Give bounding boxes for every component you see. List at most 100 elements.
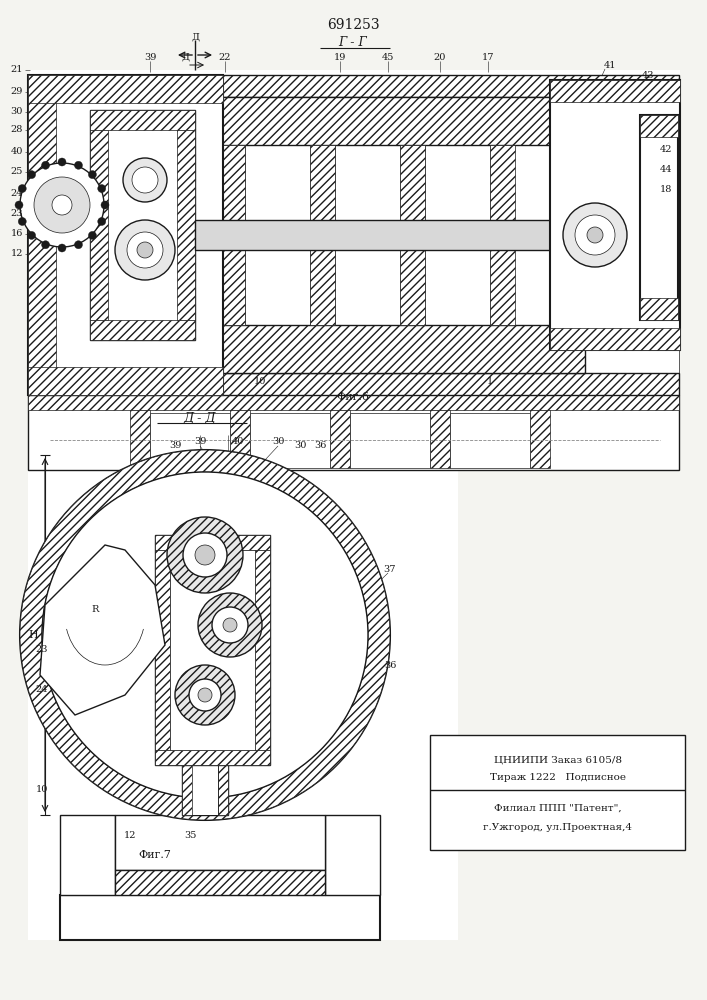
Bar	[90, 110, 195, 130]
Bar	[150, 413, 230, 468]
Circle shape	[223, 618, 237, 632]
Text: 12: 12	[124, 830, 136, 840]
Bar	[170, 550, 255, 750]
Text: 37: 37	[384, 566, 396, 574]
Bar	[60, 815, 115, 895]
Circle shape	[189, 679, 221, 711]
Text: 29: 29	[11, 88, 23, 97]
Text: 44: 44	[660, 165, 672, 174]
Circle shape	[18, 185, 26, 193]
Text: 28: 28	[11, 125, 23, 134]
Circle shape	[74, 161, 83, 169]
Bar	[245, 145, 310, 325]
Bar	[28, 395, 679, 410]
Bar	[310, 145, 335, 325]
Bar	[90, 320, 195, 340]
Text: 36: 36	[314, 440, 326, 450]
Bar	[325, 815, 380, 895]
Bar	[28, 395, 679, 470]
Text: 17: 17	[481, 52, 494, 62]
Circle shape	[28, 231, 35, 239]
Text: 42: 42	[660, 145, 672, 154]
Circle shape	[74, 241, 83, 249]
Circle shape	[123, 158, 167, 202]
Text: Тираж 1222   Подписное: Тираж 1222 Подписное	[489, 774, 626, 782]
Bar	[130, 410, 150, 468]
Text: Д: Д	[182, 52, 190, 62]
Bar	[28, 373, 679, 395]
Circle shape	[101, 201, 109, 209]
Text: 36: 36	[384, 660, 396, 670]
Circle shape	[98, 185, 106, 193]
Bar	[335, 145, 400, 325]
Bar	[220, 145, 245, 325]
Text: 43: 43	[642, 70, 654, 80]
Text: H: H	[28, 630, 38, 640]
Text: г.Ужгород, ул.Проектная,4: г.Ужгород, ул.Проектная,4	[483, 824, 632, 832]
Circle shape	[115, 220, 175, 280]
Bar	[155, 750, 270, 765]
Text: Филиал ППП "Патент",: Филиал ППП "Патент",	[493, 804, 621, 812]
Bar	[530, 410, 550, 468]
Bar	[218, 605, 228, 815]
Circle shape	[212, 607, 248, 643]
Text: Д: Д	[191, 32, 199, 41]
Bar	[195, 97, 585, 145]
Bar	[400, 145, 425, 325]
Bar	[430, 735, 685, 850]
Text: 35: 35	[184, 830, 196, 840]
Bar	[30, 70, 680, 470]
Circle shape	[587, 227, 603, 243]
Text: Д - Д: Д - Д	[184, 412, 216, 424]
Bar	[640, 298, 678, 320]
Text: 40: 40	[11, 147, 23, 156]
Bar	[250, 413, 330, 468]
Text: 19: 19	[334, 52, 346, 62]
Bar	[490, 145, 515, 325]
Bar	[450, 413, 530, 468]
Polygon shape	[40, 545, 165, 715]
Bar	[350, 413, 430, 468]
Text: 30: 30	[11, 107, 23, 116]
Circle shape	[175, 665, 235, 725]
Circle shape	[42, 161, 49, 169]
Circle shape	[52, 195, 72, 215]
Text: Фиг.7: Фиг.7	[139, 850, 171, 860]
Bar	[430, 410, 450, 468]
Bar	[28, 367, 223, 395]
Bar	[90, 130, 108, 320]
Bar	[195, 220, 585, 250]
Circle shape	[198, 593, 262, 657]
Bar	[255, 550, 270, 750]
Bar	[155, 550, 170, 750]
Circle shape	[98, 217, 106, 225]
Text: 16: 16	[11, 230, 23, 238]
Text: 45: 45	[382, 52, 395, 62]
Bar	[28, 75, 223, 395]
Bar	[182, 605, 228, 815]
Bar	[115, 870, 325, 895]
Circle shape	[167, 517, 243, 593]
Text: 20: 20	[434, 52, 446, 62]
Circle shape	[127, 232, 163, 268]
Text: 12: 12	[11, 249, 23, 258]
Circle shape	[15, 201, 23, 209]
Text: Г - Г: Г - Г	[339, 35, 368, 48]
Bar	[28, 75, 223, 103]
Bar	[195, 325, 585, 373]
Bar	[28, 75, 679, 97]
Text: 25: 25	[11, 167, 23, 176]
Circle shape	[42, 241, 49, 249]
Circle shape	[563, 203, 627, 267]
Text: 21: 21	[11, 66, 23, 75]
Text: 30: 30	[294, 440, 306, 450]
Text: 691253: 691253	[327, 18, 380, 32]
Text: 40: 40	[232, 438, 244, 446]
Circle shape	[88, 171, 96, 179]
Text: 24: 24	[11, 190, 23, 198]
Bar	[28, 75, 56, 395]
Text: 39: 39	[144, 52, 156, 62]
Bar	[640, 115, 678, 320]
Text: 41: 41	[604, 60, 617, 70]
Bar	[60, 895, 380, 940]
